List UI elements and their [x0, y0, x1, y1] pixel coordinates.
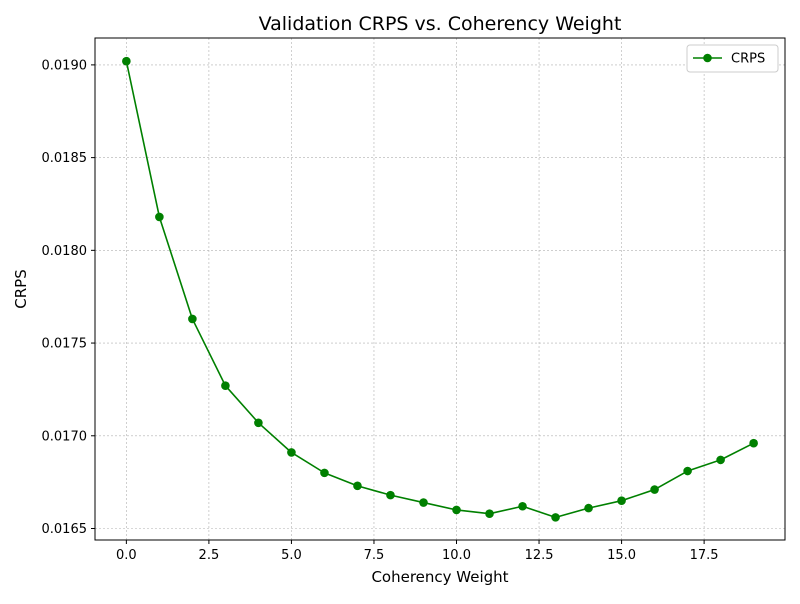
x-tick-label: 12.5 — [525, 548, 554, 563]
y-tick-label: 0.0165 — [42, 522, 88, 537]
legend: CRPS — [686, 44, 779, 73]
data-point — [617, 496, 626, 505]
data-point — [683, 466, 692, 476]
data-point — [122, 56, 131, 66]
y-axis-label: CRPS — [12, 269, 30, 308]
data-point — [155, 212, 164, 222]
y-tick-label: 0.0175 — [42, 337, 88, 352]
data-point — [650, 485, 659, 494]
x-tick-label: 7.5 — [364, 548, 385, 563]
x-axis-ticks: 0.0 2.5 5.0 7.5 10.0 12.5 15.0 17.5 — [116, 540, 719, 563]
data-point — [584, 503, 593, 513]
x-axis-label: Coherency Weight — [371, 568, 508, 586]
data-point — [287, 448, 296, 457]
x-tick-label: 5.0 — [281, 548, 302, 563]
data-point — [518, 501, 527, 511]
data-point — [551, 513, 560, 522]
y-tick-label: 0.0180 — [42, 244, 88, 259]
data-point — [386, 490, 395, 500]
data-point — [716, 455, 725, 465]
series-line-crps — [125, 61, 755, 519]
y-tick-label: 0.0185 — [42, 151, 88, 166]
chart-title: Validation CRPS vs. Coherency Weight — [259, 13, 622, 35]
series-layer — [122, 56, 758, 522]
data-point — [221, 381, 230, 391]
x-tick-label: 17.5 — [690, 548, 719, 563]
y-tick-label: 0.0170 — [42, 429, 88, 444]
data-point — [320, 468, 329, 478]
data-point — [419, 498, 428, 507]
x-tick-label: 15.0 — [607, 548, 636, 563]
y-tick-label: 0.0190 — [42, 58, 88, 73]
x-tick-label: 10.0 — [442, 548, 471, 563]
x-tick-label: 0.0 — [116, 548, 137, 563]
gridlines — [95, 38, 785, 540]
data-point — [485, 509, 494, 518]
data-point — [254, 418, 263, 428]
legend-label-crps: CRPS — [731, 52, 765, 67]
legend-marker-swatch — [703, 53, 712, 63]
plot-area-frame — [94, 37, 786, 541]
data-point — [353, 481, 362, 491]
y-axis-ticks: 0.0165 0.0170 0.0175 0.0180 0.0185 0.0190 — [42, 58, 95, 537]
legend-box — [686, 44, 779, 73]
data-point — [749, 438, 758, 448]
data-point — [452, 505, 461, 515]
x-tick-label: 2.5 — [199, 548, 220, 563]
data-point — [188, 314, 197, 324]
